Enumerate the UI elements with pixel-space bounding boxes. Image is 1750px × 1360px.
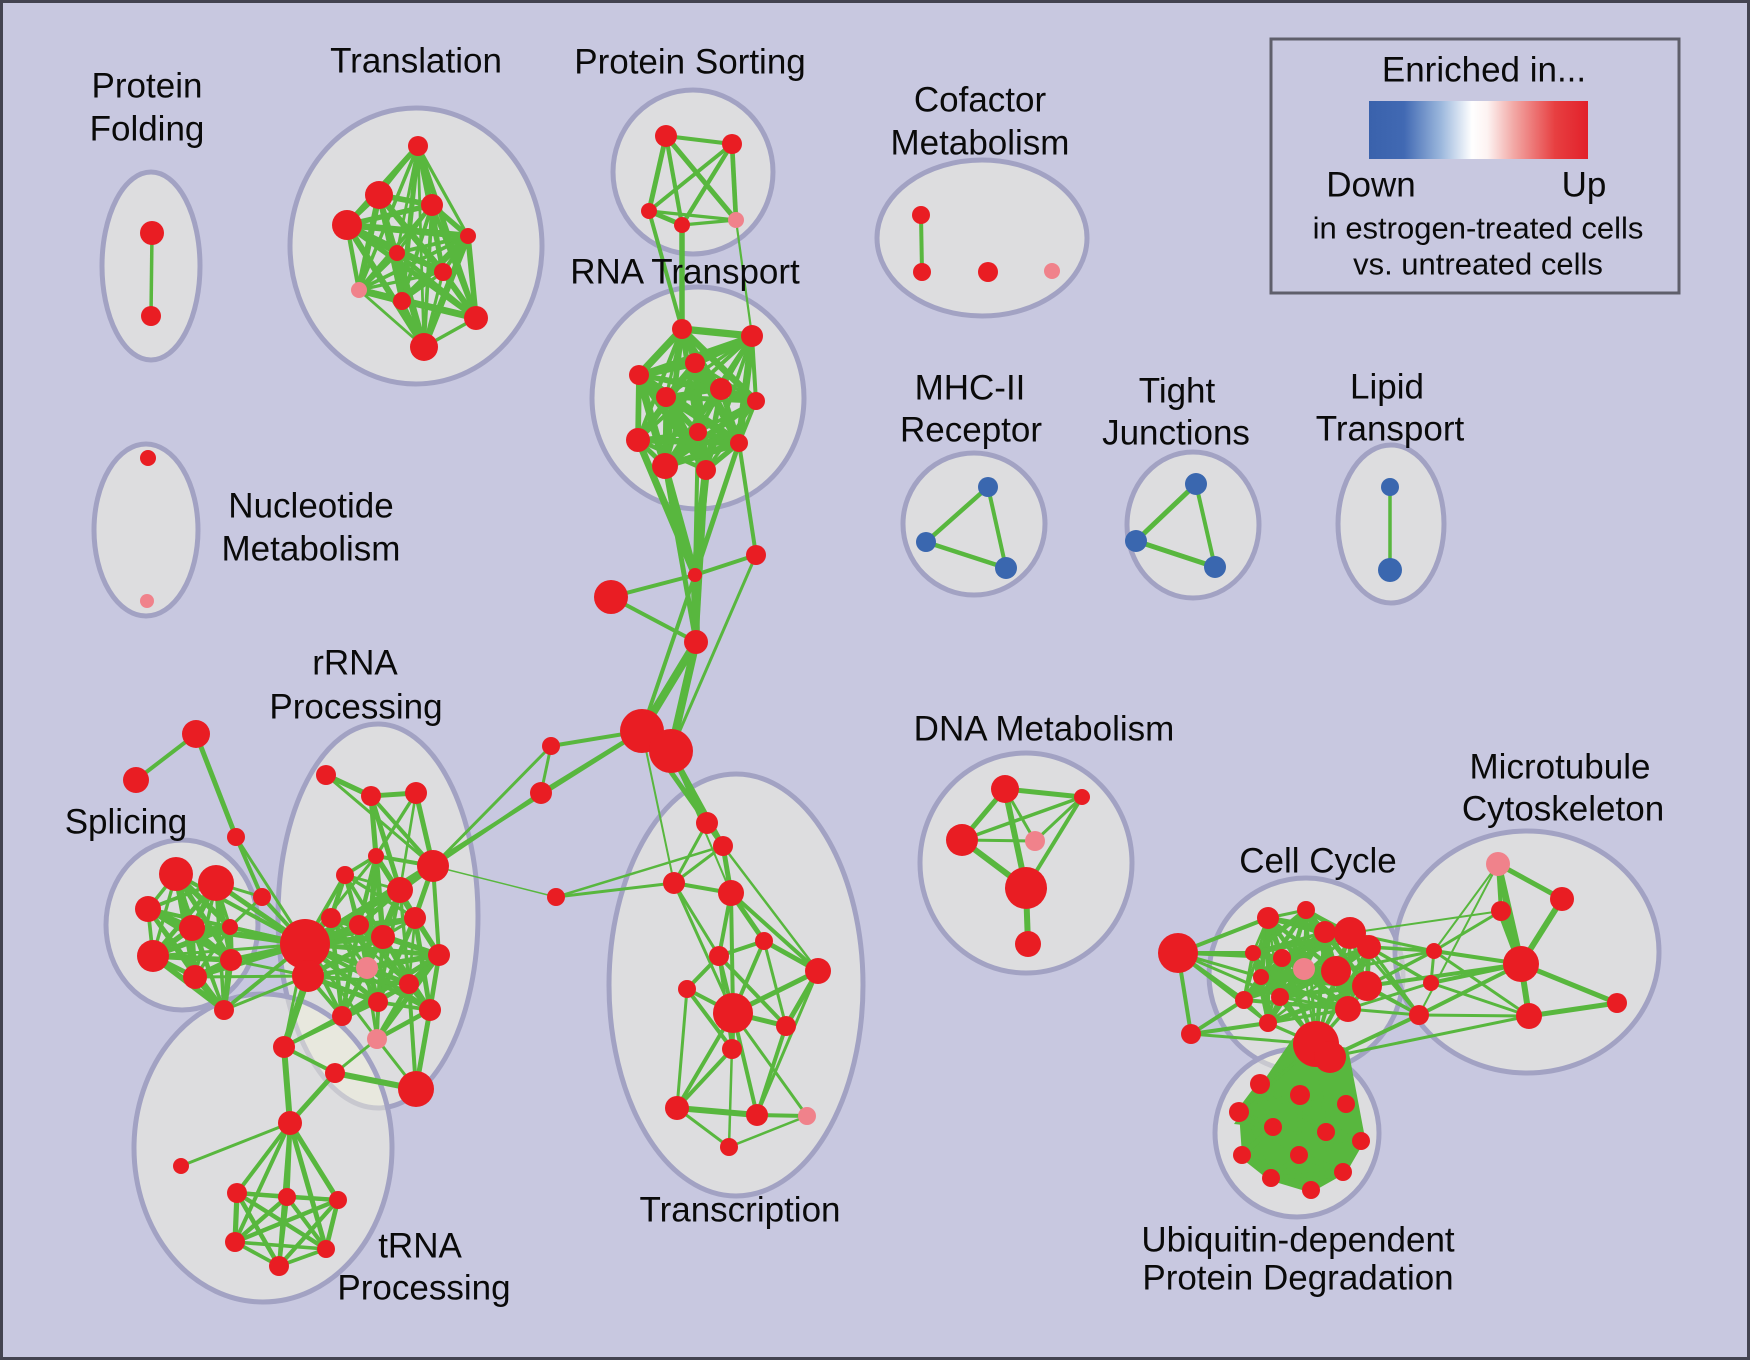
svg-text:Down: Down	[1326, 166, 1415, 205]
svg-text:Cytoskeleton: Cytoskeleton	[1462, 790, 1664, 829]
svg-text:Ubiquitin-dependent: Ubiquitin-dependent	[1141, 1221, 1455, 1260]
svg-text:Processing: Processing	[337, 1269, 510, 1308]
svg-text:Tight: Tight	[1139, 372, 1216, 411]
svg-text:DNA Metabolism: DNA Metabolism	[914, 710, 1175, 749]
svg-text:Metabolism: Metabolism	[891, 124, 1070, 163]
svg-text:tRNA: tRNA	[378, 1227, 462, 1266]
svg-text:in estrogen-treated cells: in estrogen-treated cells	[1313, 211, 1644, 246]
svg-text:Receptor: Receptor	[900, 411, 1042, 450]
svg-text:Folding: Folding	[90, 110, 205, 149]
svg-text:Transcription: Transcription	[640, 1191, 841, 1230]
svg-text:Transport: Transport	[1316, 410, 1465, 449]
svg-text:Protein Degradation: Protein Degradation	[1142, 1259, 1453, 1298]
svg-text:RNA Transport: RNA Transport	[570, 253, 800, 292]
svg-text:MHC-II: MHC-II	[915, 369, 1026, 408]
svg-text:Processing: Processing	[269, 688, 442, 727]
svg-text:Splicing: Splicing	[65, 803, 188, 842]
svg-text:Cofactor: Cofactor	[914, 81, 1047, 120]
svg-text:vs. untreated cells: vs. untreated cells	[1353, 247, 1603, 282]
svg-text:Metabolism: Metabolism	[222, 530, 401, 569]
svg-text:Nucleotide: Nucleotide	[228, 487, 393, 526]
svg-text:Protein Sorting: Protein Sorting	[574, 43, 806, 82]
svg-text:Up: Up	[1562, 166, 1607, 205]
svg-text:Enriched in...: Enriched in...	[1382, 51, 1586, 90]
svg-text:rRNA: rRNA	[312, 644, 398, 683]
svg-text:Translation: Translation	[330, 42, 502, 81]
svg-text:Junctions: Junctions	[1102, 414, 1250, 453]
svg-text:Microtubule: Microtubule	[1470, 748, 1651, 787]
svg-text:Lipid: Lipid	[1350, 368, 1424, 407]
svg-text:Cell Cycle: Cell Cycle	[1239, 842, 1397, 881]
svg-text:Protein: Protein	[92, 67, 203, 106]
